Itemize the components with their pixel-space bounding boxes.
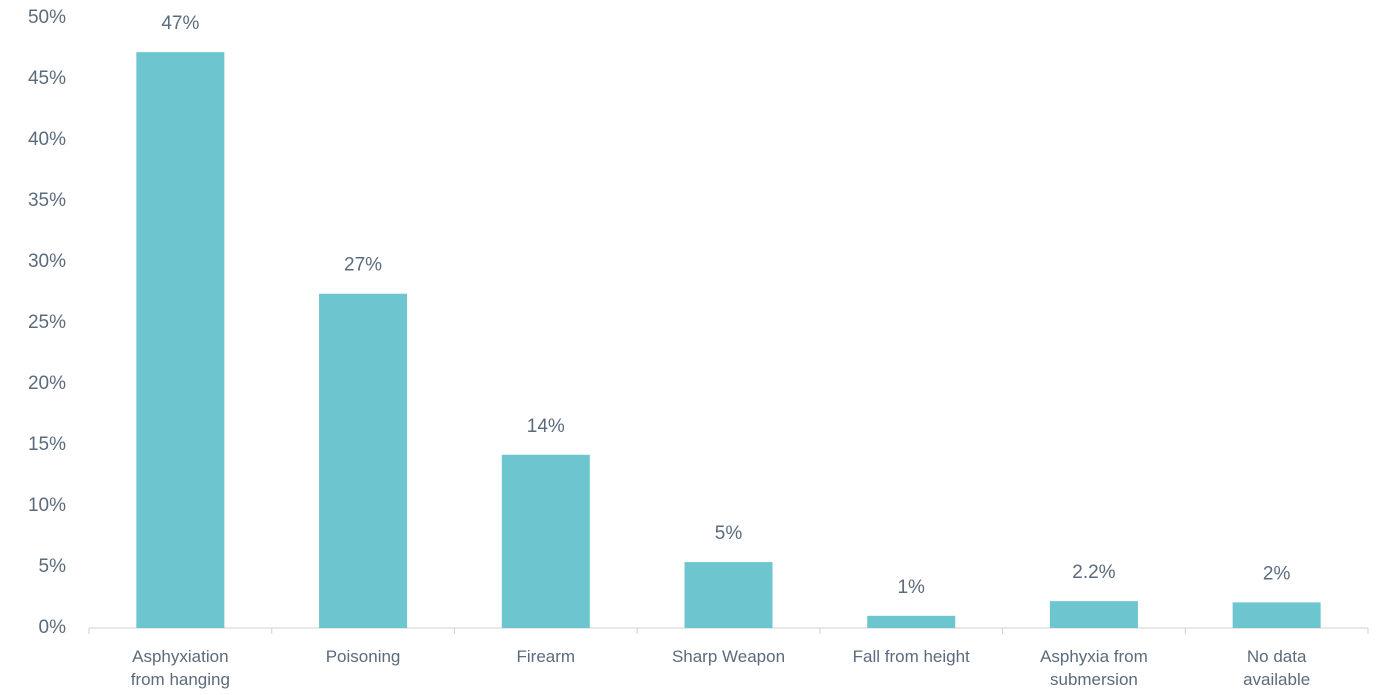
x-tick-label: Asphyxiation from hanging — [130, 647, 230, 689]
data-label: 2% — [1263, 563, 1291, 584]
data-label: 1% — [897, 577, 925, 598]
bar — [136, 52, 225, 629]
data-label: 47% — [161, 13, 199, 34]
y-tick-label: 45% — [28, 68, 66, 89]
x-tick-label: Sharp Weapon — [671, 647, 786, 666]
x-tick-label: No data available — [1243, 647, 1311, 689]
y-tick-label: 0% — [39, 617, 67, 638]
y-tick-label: 35% — [28, 190, 66, 211]
bar — [1232, 602, 1321, 628]
data-label: 2.2% — [1072, 562, 1115, 583]
y-tick-label: 20% — [28, 373, 66, 394]
x-tick-label: Poisoning — [325, 647, 401, 666]
y-tick-label: 5% — [39, 556, 67, 577]
data-label: 27% — [344, 255, 382, 276]
bar — [684, 562, 773, 628]
y-tick-label: 40% — [28, 129, 66, 150]
data-label: 14% — [527, 416, 565, 437]
x-tick-label: Asphyxia from submersion — [1040, 647, 1148, 689]
x-tick-label: Firearm — [516, 647, 576, 666]
x-tick-label: Fall from height — [852, 647, 970, 666]
bar — [319, 293, 408, 628]
y-tick-label: 30% — [28, 251, 66, 272]
y-tick-label: 10% — [28, 495, 66, 516]
bar — [501, 454, 590, 628]
y-tick-label: 50% — [28, 7, 66, 28]
data-label: 5% — [715, 523, 743, 544]
bar — [1049, 601, 1138, 628]
bar — [867, 615, 956, 628]
y-tick-label: 15% — [28, 434, 66, 455]
y-tick-label: 25% — [28, 312, 66, 333]
